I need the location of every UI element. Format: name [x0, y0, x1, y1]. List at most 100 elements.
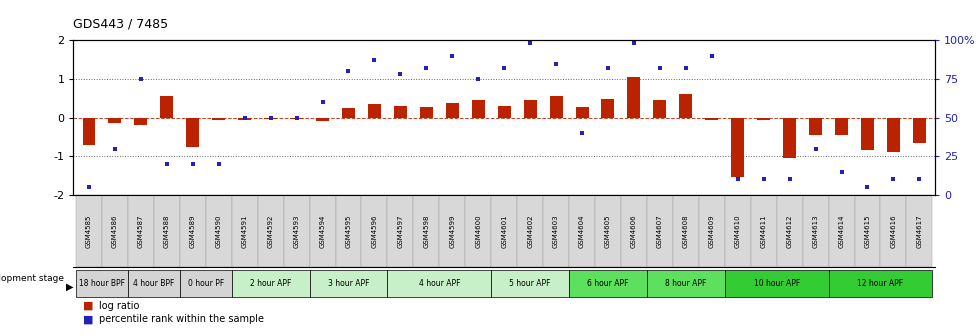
- Point: [366, 58, 381, 63]
- Text: GSM4600: GSM4600: [474, 214, 481, 248]
- Text: GSM4585: GSM4585: [86, 214, 92, 248]
- Point: [210, 161, 226, 167]
- Text: GDS443 / 7485: GDS443 / 7485: [73, 17, 168, 30]
- Bar: [238, 118, 251, 120]
- Point: [626, 41, 642, 46]
- Bar: [731, 118, 743, 177]
- Bar: [679, 94, 691, 118]
- Bar: [911, 118, 925, 143]
- Text: GSM4588: GSM4588: [163, 214, 169, 248]
- Text: 8 hour APF: 8 hour APF: [664, 280, 706, 288]
- Bar: [756, 118, 770, 120]
- Point: [859, 184, 874, 190]
- Point: [755, 177, 771, 182]
- Text: 0 hour PF: 0 hour PF: [188, 280, 224, 288]
- Text: 2 hour APF: 2 hour APF: [249, 280, 291, 288]
- Text: log ratio: log ratio: [99, 301, 139, 311]
- Point: [340, 69, 356, 74]
- Text: 18 hour BPF: 18 hour BPF: [79, 280, 125, 288]
- Bar: [860, 118, 873, 151]
- Point: [262, 115, 278, 120]
- Text: 12 hour APF: 12 hour APF: [857, 280, 903, 288]
- Text: GSM4614: GSM4614: [838, 214, 844, 248]
- Bar: [782, 118, 795, 158]
- Point: [107, 146, 122, 151]
- Text: GSM4609: GSM4609: [708, 214, 714, 248]
- Bar: [341, 108, 355, 118]
- Text: ■: ■: [83, 301, 94, 311]
- Text: GSM4602: GSM4602: [526, 214, 533, 248]
- Bar: [627, 77, 640, 118]
- Point: [885, 177, 901, 182]
- Bar: [600, 99, 614, 118]
- Bar: [523, 100, 536, 118]
- Text: GSM4594: GSM4594: [319, 214, 326, 248]
- Point: [496, 66, 511, 71]
- Point: [600, 66, 615, 71]
- Text: percentile rank within the sample: percentile rank within the sample: [99, 314, 264, 324]
- Point: [392, 72, 408, 77]
- Point: [678, 66, 693, 71]
- Bar: [420, 107, 432, 118]
- Bar: [212, 118, 225, 120]
- Text: ▶: ▶: [66, 282, 73, 292]
- Bar: [886, 118, 899, 153]
- Text: ■: ■: [83, 314, 94, 324]
- Text: GSM4617: GSM4617: [915, 214, 921, 248]
- Text: GSM4590: GSM4590: [215, 214, 221, 248]
- Text: GSM4592: GSM4592: [267, 214, 274, 248]
- Text: GSM4610: GSM4610: [734, 214, 740, 248]
- Bar: [368, 104, 380, 118]
- Bar: [549, 96, 562, 118]
- Text: GSM4616: GSM4616: [890, 214, 896, 248]
- Bar: [652, 100, 666, 118]
- Bar: [393, 106, 407, 118]
- Text: GSM4587: GSM4587: [138, 214, 144, 248]
- Text: GSM4597: GSM4597: [397, 214, 403, 248]
- Bar: [264, 118, 277, 119]
- Bar: [704, 118, 718, 120]
- Bar: [160, 96, 173, 118]
- Point: [418, 66, 433, 71]
- Point: [237, 115, 252, 120]
- Text: GSM4606: GSM4606: [630, 214, 637, 248]
- Bar: [808, 118, 822, 135]
- Point: [158, 161, 174, 167]
- Text: GSM4596: GSM4596: [371, 214, 378, 248]
- Text: GSM4589: GSM4589: [190, 214, 196, 248]
- Text: GSM4598: GSM4598: [422, 214, 429, 248]
- Point: [314, 99, 330, 105]
- Point: [444, 53, 460, 58]
- Bar: [134, 118, 148, 125]
- Point: [289, 115, 304, 120]
- Text: 10 hour APF: 10 hour APF: [753, 280, 799, 288]
- Text: 3 hour APF: 3 hour APF: [328, 280, 369, 288]
- Text: GSM4601: GSM4601: [501, 214, 507, 248]
- Point: [781, 177, 797, 182]
- Text: GSM4586: GSM4586: [111, 214, 117, 248]
- Text: 4 hour BPF: 4 hour BPF: [133, 280, 174, 288]
- Text: GSM4608: GSM4608: [682, 214, 689, 248]
- Point: [730, 177, 745, 182]
- Text: 5 hour APF: 5 hour APF: [509, 280, 551, 288]
- Text: GSM4615: GSM4615: [864, 214, 869, 248]
- Bar: [497, 106, 511, 118]
- Text: GSM4593: GSM4593: [293, 214, 299, 248]
- Point: [833, 169, 849, 174]
- Point: [548, 61, 563, 66]
- Text: development stage: development stage: [0, 274, 64, 283]
- Bar: [834, 118, 847, 135]
- Point: [574, 130, 590, 136]
- Point: [469, 76, 485, 82]
- Bar: [186, 118, 200, 146]
- Bar: [445, 103, 459, 118]
- Text: GSM4595: GSM4595: [345, 214, 351, 248]
- Text: GSM4611: GSM4611: [760, 214, 766, 248]
- Text: 6 hour APF: 6 hour APF: [587, 280, 628, 288]
- Point: [651, 66, 667, 71]
- Point: [185, 161, 200, 167]
- Point: [133, 76, 149, 82]
- Point: [522, 41, 538, 46]
- Text: GSM4604: GSM4604: [578, 214, 585, 248]
- Text: 4 hour APF: 4 hour APF: [419, 280, 460, 288]
